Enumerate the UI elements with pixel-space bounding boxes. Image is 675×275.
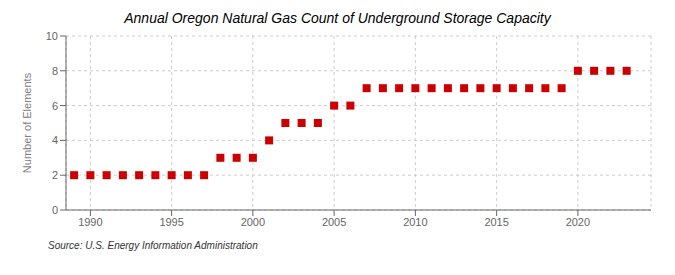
svg-text:2010: 2010 bbox=[403, 216, 427, 228]
svg-text:Number of Elements: Number of Elements bbox=[21, 72, 33, 173]
svg-text:1990: 1990 bbox=[78, 216, 102, 228]
svg-text:2005: 2005 bbox=[322, 216, 346, 228]
svg-text:2020: 2020 bbox=[566, 216, 590, 228]
svg-text:6: 6 bbox=[52, 100, 58, 112]
svg-text:1995: 1995 bbox=[159, 216, 183, 228]
svg-text:8: 8 bbox=[52, 65, 58, 77]
svg-text:0: 0 bbox=[52, 204, 58, 216]
svg-text:4: 4 bbox=[52, 134, 58, 146]
svg-text:2015: 2015 bbox=[484, 216, 508, 228]
svg-text:10: 10 bbox=[46, 30, 58, 42]
html-text:Source: U.S. Energy Informatio: Source: U.S. Energy Information Administ… bbox=[48, 240, 258, 251]
svg-text:2: 2 bbox=[52, 169, 58, 181]
svg-text:2000: 2000 bbox=[241, 216, 265, 228]
html-text:Annual Oregon Natural Gas Coun: Annual Oregon Natural Gas Count of Under… bbox=[124, 10, 551, 26]
